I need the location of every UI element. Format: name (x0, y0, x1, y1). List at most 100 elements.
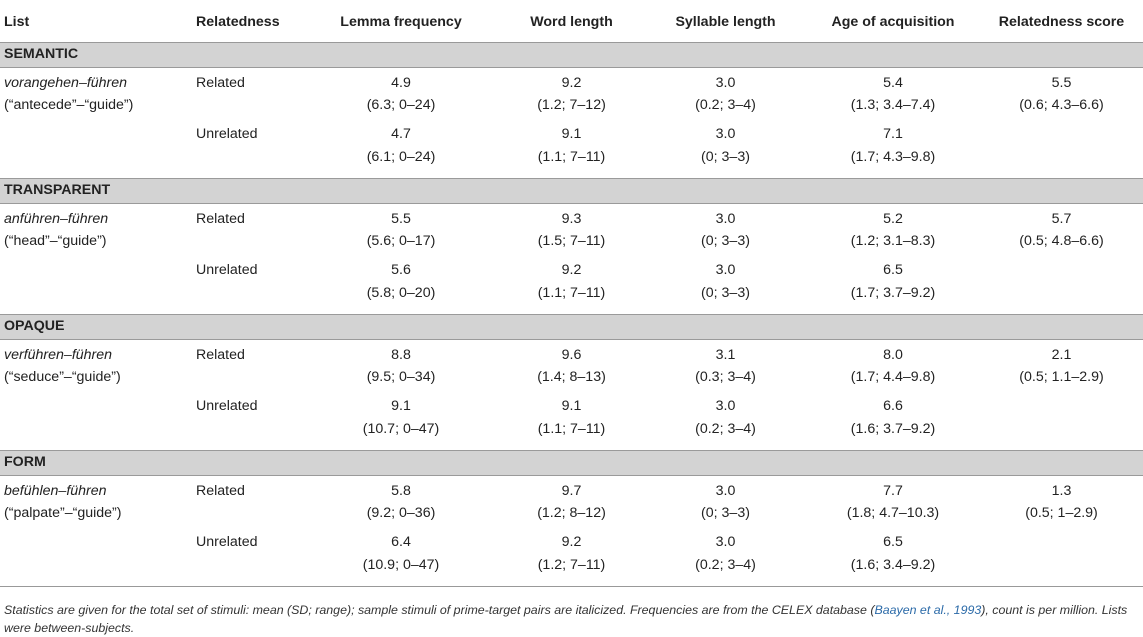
footnote-text-end: ), count is per million. Lists were betw… (4, 603, 1128, 635)
syllable-length-mean: 3.0 (715, 210, 736, 227)
pair-gloss: (“seduce”–“guide”) (4, 369, 121, 385)
syllable-length-mean: 3.0 (715, 126, 736, 142)
lemma-frequency-sd: (10.7; 0–47) (362, 421, 440, 437)
relatedness-score-mean: 5.5 (1051, 74, 1072, 91)
section-label: TRANSPARENT (0, 177, 1143, 204)
age-of-acquisition-sd: (1.6; 3.7–9.2) (850, 421, 936, 437)
table-row: (10.9; 0–47) (1.2; 7–11) (0.2; 3–4) (1.6… (0, 557, 1143, 587)
section-label: OPAQUE (0, 313, 1143, 340)
prime-target-pair: vorangehen–führen (4, 74, 128, 91)
word-length-mean: 9.7 (561, 482, 582, 499)
syllable-length-sd: (0; 3–3) (701, 149, 750, 165)
table-row: Unrelated 9.1 9.1 3.0 6.6 (0, 392, 1143, 421)
relatedness-label: Related (196, 482, 245, 499)
age-of-acquisition-sd: (1.3; 3.4–7.4) (850, 97, 936, 113)
word-length-sd: (1.1; 7–11) (537, 285, 606, 301)
lemma-frequency-mean: 5.6 (391, 262, 411, 278)
relatedness-score-sd: (0.5; 1–2.9) (1025, 505, 1098, 521)
relatedness-label: Unrelated (196, 534, 258, 550)
table-row: Unrelated 6.4 9.2 3.0 6.5 (0, 528, 1143, 557)
table-row: vorangehen–führen Related 4.9 9.2 3.0 5.… (0, 67, 1143, 97)
lemma-frequency-sd: (6.3; 0–24) (366, 97, 436, 113)
syllable-length-sd: (0; 3–3) (701, 233, 750, 249)
table-footnote: Statistics are given for the total set o… (4, 601, 1134, 637)
syllable-length-mean: 3.0 (715, 398, 736, 414)
age-of-acquisition-sd: (1.6; 3.4–9.2) (806, 557, 980, 587)
relatedness-score-sd: (0.5; 1.1–2.9) (1019, 369, 1104, 385)
age-of-acquisition-mean: 7.7 (883, 482, 903, 499)
relatedness-label: Unrelated (196, 398, 258, 414)
table-row: (10.7; 0–47) (1.1; 7–11) (0.2; 3–4) (1.6… (0, 421, 1143, 450)
age-of-acquisition-sd: (1.7; 4.4–9.8) (850, 369, 936, 385)
syllable-length-mean: 3.0 (715, 74, 736, 91)
age-of-acquisition-sd: (1.8; 4.7–10.3) (846, 505, 940, 521)
syllable-length-sd: (0; 3–3) (701, 285, 750, 301)
header-age-of-acquisition: Age of acquisition (806, 0, 980, 43)
section-row-semantic: SEMANTIC (0, 41, 1143, 68)
table-row: verführen–führen Related 8.8 9.6 3.1 8.0… (0, 339, 1143, 369)
pair-gloss: (“palpate”–“guide”) (4, 505, 122, 521)
relatedness-score-mean: 5.7 (1051, 210, 1072, 227)
table-row: (5.8; 0–20) (1.1; 7–11) (0; 3–3) (1.7; 3… (0, 285, 1143, 314)
lemma-frequency-mean: 8.8 (391, 346, 411, 363)
footnote-text: Statistics are given for the total set o… (4, 603, 875, 617)
header-word-length: Word length (498, 0, 645, 43)
word-length-mean: 9.2 (561, 534, 582, 550)
relatedness-label: Unrelated (196, 262, 258, 278)
lemma-frequency-mean: 5.5 (391, 210, 411, 227)
header-relatedness: Relatedness (186, 0, 304, 43)
relatedness-label: Unrelated (196, 126, 258, 142)
age-of-acquisition-mean: 5.2 (883, 210, 903, 227)
age-of-acquisition-mean: 6.5 (883, 262, 903, 278)
lemma-frequency-mean: 5.8 (391, 482, 411, 499)
section-row-opaque: OPAQUE (0, 313, 1143, 340)
word-length-mean: 9.2 (561, 74, 582, 91)
relatedness-label: Related (196, 346, 245, 363)
relatedness-label: Related (196, 74, 245, 91)
relatedness-score-sd: (0.5; 4.8–6.6) (1019, 233, 1104, 249)
table-row: anführen–führen Related 5.5 9.3 3.0 5.2 … (0, 203, 1143, 233)
lemma-frequency-sd: (9.5; 0–34) (366, 369, 436, 385)
syllable-length-sd: (0.2; 3–4) (695, 421, 756, 437)
age-of-acquisition-sd: (1.7; 4.3–9.8) (850, 149, 936, 165)
age-of-acquisition-mean: 6.5 (883, 534, 903, 550)
prime-target-pair: verführen–führen (4, 346, 113, 363)
section-label: SEMANTIC (0, 41, 1143, 68)
pair-gloss: (“head”–“guide”) (4, 233, 107, 249)
word-length-sd: (1.1; 7–11) (537, 421, 606, 437)
syllable-length-sd: (0; 3–3) (701, 505, 750, 521)
header-row: List Relatedness Lemma frequency Word le… (0, 0, 1143, 43)
table-row: (“antecede”–“guide”) (6.3; 0–24) (1.2; 7… (0, 97, 1143, 120)
syllable-length-mean: 3.0 (715, 534, 736, 550)
header-lemma-frequency: Lemma frequency (304, 0, 498, 43)
relatedness-score-mean: 2.1 (1051, 346, 1072, 363)
lemma-frequency-sd: (5.6; 0–17) (366, 233, 436, 249)
word-length-mean: 9.3 (561, 210, 582, 227)
lemma-frequency-mean: 9.1 (391, 398, 411, 414)
table-row: Unrelated 5.6 9.2 3.0 6.5 (0, 256, 1143, 285)
word-length-mean: 9.2 (561, 262, 582, 278)
syllable-length-mean: 3.0 (715, 262, 736, 278)
table-row: (“palpate”–“guide”) (9.2; 0–36) (1.2; 8–… (0, 505, 1143, 528)
word-length-mean: 9.1 (561, 126, 582, 142)
lemma-frequency-mean: 6.4 (391, 534, 411, 550)
header-list: List (0, 0, 186, 43)
age-of-acquisition-mean: 7.1 (883, 126, 903, 142)
word-length-sd: (1.4; 8–13) (537, 369, 606, 385)
lemma-frequency-sd: (9.2; 0–36) (366, 505, 436, 521)
citation-link[interactable]: Baayen et al., 1993 (874, 603, 982, 617)
age-of-acquisition-sd: (1.7; 3.7–9.2) (850, 285, 936, 301)
word-length-sd: (1.2; 8–12) (537, 505, 606, 521)
prime-target-pair: anführen–führen (4, 210, 109, 227)
relatedness-score-sd: (0.6; 4.3–6.6) (1019, 97, 1104, 113)
lemma-frequency-sd: (6.1; 0–24) (366, 149, 436, 165)
word-length-mean: 9.6 (561, 346, 582, 363)
table-row: (“head”–“guide”) (5.6; 0–17) (1.5; 7–11)… (0, 233, 1143, 256)
relatedness-score-mean: 1.3 (1051, 482, 1072, 499)
lemma-frequency-sd: (5.8; 0–20) (366, 285, 436, 301)
word-length-sd: (1.2; 7–11) (498, 557, 645, 587)
relatedness-label: Related (196, 210, 245, 227)
table-row: Unrelated 4.7 9.1 3.0 7.1 (0, 120, 1143, 149)
word-length-sd: (1.5; 7–11) (537, 233, 606, 249)
